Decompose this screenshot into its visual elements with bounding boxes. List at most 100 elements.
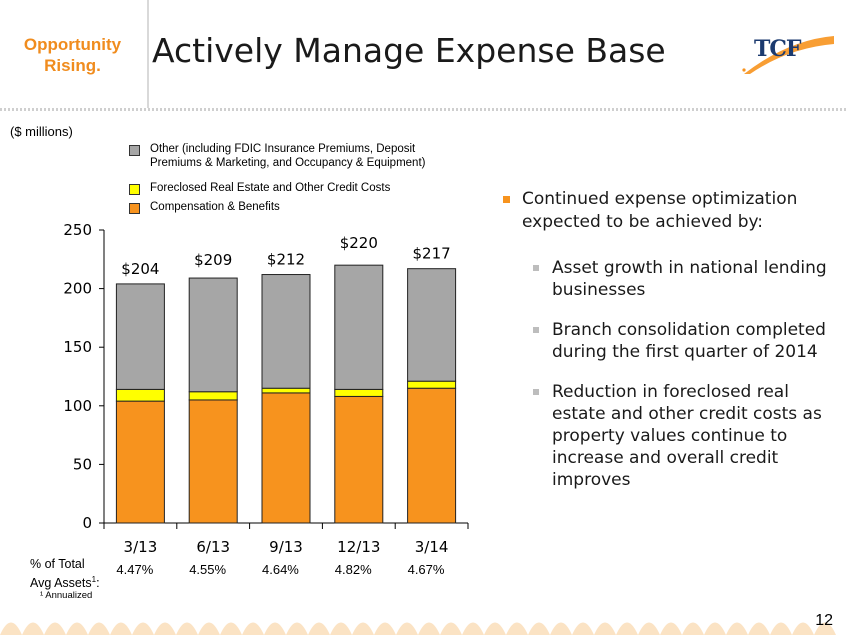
x-tick-label: 9/13 — [269, 538, 303, 556]
footer-pattern-shape — [44, 622, 66, 635]
bar-total-label: $220 — [340, 234, 378, 252]
main-bullet: Continued expense optimization expected … — [500, 188, 830, 234]
sub-bullet-marker — [533, 327, 539, 333]
tcf-logo — [742, 36, 834, 74]
bar-segment-other — [407, 268, 457, 382]
footer-pattern-shape — [792, 622, 814, 635]
bar-segment-foreclosed — [334, 388, 384, 397]
sub-bullet-text: Reduction in foreclosed real estate and … — [552, 382, 822, 490]
footer-pattern-shape — [242, 622, 264, 635]
bar-segment-foreclosed — [261, 387, 311, 394]
footer-pattern-shape — [462, 622, 484, 635]
x-tick-label: 12/13 — [337, 538, 380, 556]
footer-pattern-shape — [352, 622, 374, 635]
footer-pattern-shape — [594, 622, 616, 635]
footer-pattern-shape — [286, 622, 308, 635]
bar-segment-compensation — [407, 387, 457, 524]
footer-pattern-shape — [484, 622, 506, 635]
sub-bullet: Reduction in foreclosed real estate and … — [500, 381, 830, 491]
assets-label-line-1: % of Total — [30, 557, 85, 571]
tagline-line-2: Rising. — [44, 56, 101, 75]
footer-pattern-shape — [220, 622, 242, 635]
footer-pattern-shape — [22, 622, 44, 635]
bar-segment-foreclosed — [115, 388, 165, 402]
footer-pattern-shape — [616, 622, 638, 635]
x-tick-label: 6/13 — [196, 538, 230, 556]
bullet-marker — [503, 196, 510, 203]
bar-segment-foreclosed — [188, 391, 238, 401]
footer-pattern-shape — [660, 622, 682, 635]
bar-segment-other — [334, 264, 384, 390]
y-tick-label: 0 — [82, 514, 92, 532]
main-bullet-text: Continued expense optimization expected … — [522, 189, 798, 232]
sub-bullet-marker — [533, 265, 539, 271]
bar-segment-other — [115, 283, 165, 390]
assets-row-label: % of Total Avg Assets1: — [30, 556, 100, 591]
bar-total-label: $212 — [267, 251, 305, 269]
footer-pattern — [0, 622, 836, 635]
header-divider — [147, 0, 149, 108]
bar-total-label: $217 — [413, 245, 451, 263]
footer-pattern-shape — [264, 622, 286, 635]
bar-total-label: $209 — [194, 251, 232, 269]
bar-segment-compensation — [115, 400, 165, 524]
x-tick-label: 3/13 — [124, 538, 158, 556]
legend-swatch-compensation — [129, 203, 140, 214]
y-tick-label: 50 — [73, 455, 92, 473]
sub-bullet-text: Asset growth in national lending busines… — [552, 258, 827, 300]
legend-label-other: Other (including FDIC Insurance Premiums… — [150, 143, 426, 169]
sub-bullet-marker — [533, 389, 539, 395]
page-title: Actively Manage Expense Base — [152, 31, 666, 70]
y-tick-label: 100 — [63, 397, 92, 415]
y-tick-label: 200 — [63, 280, 92, 298]
assets-pct-value: 4.64% — [262, 562, 299, 577]
footer-pattern-shape — [726, 622, 748, 635]
legend-label-foreclosed: Foreclosed Real Estate and Other Credit … — [150, 182, 391, 194]
footer-pattern-shape — [0, 622, 22, 635]
footer-pattern-shape — [572, 622, 594, 635]
bar-segment-compensation — [261, 392, 311, 524]
footer-pattern-shape — [418, 622, 440, 635]
legend-item-other: Other (including FDIC Insurance Premiums… — [129, 142, 460, 170]
legend-item-compensation: Compensation & Benefits — [129, 200, 460, 214]
assets-pct-value: 4.55% — [189, 562, 227, 577]
header: Opportunity Rising. Actively Manage Expe… — [0, 0, 847, 110]
footer-band — [0, 604, 847, 635]
bar-segment-other — [261, 274, 311, 389]
footer-pattern-shape — [66, 622, 88, 635]
sub-bullet: Branch consolidation completed during th… — [500, 319, 830, 363]
footer-pattern-shape — [198, 622, 220, 635]
footer-pattern-shape — [638, 622, 660, 635]
legend-swatch-other — [129, 145, 140, 156]
legend-item-foreclosed: Foreclosed Real Estate and Other Credit … — [129, 181, 460, 195]
footer-pattern-shape — [770, 622, 792, 635]
bar-segment-compensation — [188, 399, 238, 524]
assets-pct-value: 4.67% — [407, 562, 445, 577]
footer-pattern-shape — [176, 622, 198, 635]
bar-total-label: $204 — [121, 260, 159, 278]
sub-bullet-text: Branch consolidation completed during th… — [552, 320, 826, 362]
sub-bullet: Asset growth in national lending busines… — [500, 257, 830, 301]
page-number: 12 — [815, 612, 833, 629]
legend-swatch-foreclosed — [129, 184, 140, 195]
footer-pattern-shape — [396, 622, 418, 635]
footer-pattern-shape — [132, 622, 154, 635]
footer-pattern-shape — [506, 622, 528, 635]
footer-pattern-shape — [308, 622, 330, 635]
footnote: ¹ Annualized — [40, 590, 93, 601]
assets-pct-value: 4.47% — [116, 562, 154, 577]
tagline: Opportunity Rising. — [0, 34, 145, 76]
footer-pattern-shape — [704, 622, 726, 635]
footer-pattern-shape — [682, 622, 704, 635]
footer-pattern-shape — [330, 622, 352, 635]
bar-segment-compensation — [334, 395, 384, 524]
footer-pattern-shape — [440, 622, 462, 635]
assets-label-line-2: Avg Assets1: — [30, 575, 100, 591]
logo-text: TCF — [754, 36, 801, 62]
footer-pattern-shape — [110, 622, 132, 635]
bullet-list: Continued expense optimization expected … — [500, 188, 830, 509]
y-tick-label: 150 — [63, 338, 92, 356]
sub-bullet-list: Asset growth in national lending busines… — [500, 257, 830, 491]
header-rule — [0, 108, 847, 111]
